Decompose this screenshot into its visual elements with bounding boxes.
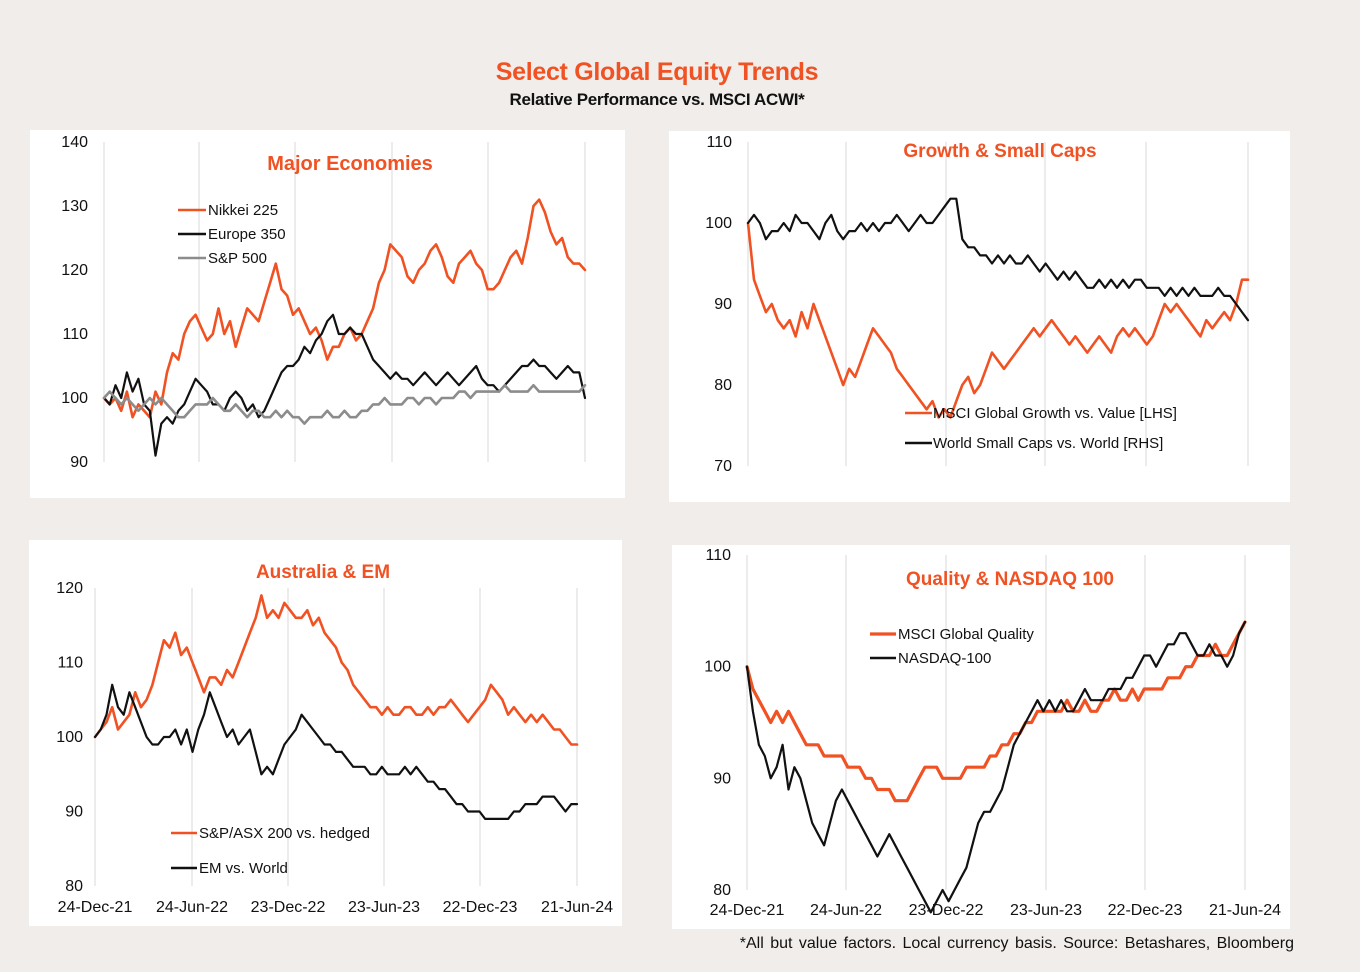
x-tick-label: 21-Jun-24 <box>541 899 613 916</box>
series-line-1 <box>745 620 1247 914</box>
y-tick-label: 110 <box>705 547 731 564</box>
y-tick-label: 80 <box>714 377 732 394</box>
y-tick-label: 110 <box>62 326 88 343</box>
series-line-0 <box>746 221 1250 419</box>
x-tick-label: 23-Dec-22 <box>251 899 326 916</box>
y-tick-label: 100 <box>704 659 731 676</box>
y-tick-label: 100 <box>705 215 732 232</box>
x-tick-label: 24-Dec-21 <box>710 902 785 919</box>
y-tick-label: 130 <box>61 198 88 215</box>
legend-label: NASDAQ-100 <box>898 650 991 667</box>
chart-australia-em: Australia & EM 120 110 100 90 80 24-Dec-21 24-… <box>56 562 613 916</box>
y-tick-label: 90 <box>70 454 88 471</box>
series-line-1 <box>93 683 579 820</box>
legend-label: S&P/ASX 200 vs. hedged <box>199 825 370 842</box>
chart-title: Select Global Equity Trends <box>495 58 819 86</box>
legend-label: EM vs. World <box>199 860 288 877</box>
chart-subtitle: Relative Performance vs. MSCI ACWI* <box>509 90 805 109</box>
series-line-2 <box>102 383 587 425</box>
x-tick-label: 21-Jun-24 <box>1209 902 1281 919</box>
legend-label: MSCI Global Growth vs. Value [LHS] <box>933 405 1177 422</box>
x-tick-label: 22-Dec-23 <box>1108 902 1183 919</box>
x-tick-label: 24-Jun-22 <box>810 902 882 919</box>
legend-label: S&P 500 <box>208 250 267 267</box>
chart-major-economies: Major Economies 140 130 120 110 100 90 Nikkei … <box>61 134 587 471</box>
legend-label: Nikkei 225 <box>208 202 278 219</box>
panel-growth-small-caps: Growth & Small Caps 110 100 90 80 70 MSCI Glo… <box>669 131 1290 502</box>
y-tick-label: 120 <box>61 262 88 279</box>
panel-title: Australia & EM <box>256 562 390 583</box>
y-tick-label: 140 <box>61 134 88 151</box>
x-tick-label: 23-Dec-22 <box>909 902 984 919</box>
y-tick-label: 110 <box>57 655 83 672</box>
panel-major-economies: Major Economies 140 130 120 110 100 90 Nikkei … <box>30 130 625 498</box>
panel-title: Quality & NASDAQ 100 <box>906 569 1114 590</box>
y-tick-label: 100 <box>61 390 88 407</box>
panel-title: Major Economies <box>267 153 433 175</box>
legend-label: MSCI Global Quality <box>898 626 1034 643</box>
y-tick-label: 80 <box>65 878 83 895</box>
legend-label: Europe 350 <box>208 226 286 243</box>
x-tick-label: 24-Dec-21 <box>58 899 133 916</box>
y-tick-label: 90 <box>65 804 83 821</box>
y-tick-label: 120 <box>56 580 83 597</box>
y-tick-label: 80 <box>713 882 731 899</box>
series-line-0 <box>102 198 587 419</box>
footnote: *All but value factors. Local currency b… <box>739 935 1294 952</box>
y-tick-label: 110 <box>706 134 732 151</box>
series-line-0 <box>93 594 579 746</box>
chart-quality-nasdaq: Quality & NASDAQ 100 110 100 90 80 24-Dec-21… <box>704 547 1281 919</box>
series-line-0 <box>745 620 1247 803</box>
series-line-1 <box>746 197 1250 322</box>
x-tick-label: 22-Dec-23 <box>443 899 518 916</box>
y-tick-label: 70 <box>714 458 732 475</box>
panel-quality-nasdaq: Quality & NASDAQ 100 110 100 90 80 24-Dec-21… <box>672 545 1290 929</box>
x-tick-label: 23-Jun-23 <box>1010 902 1082 919</box>
x-tick-label: 24-Jun-22 <box>156 899 228 916</box>
panel-australia-em: Australia & EM 120 110 100 90 80 24-Dec-21 24-… <box>29 540 622 926</box>
y-tick-label: 90 <box>714 296 732 313</box>
chart-growth-small-caps: Growth & Small Caps 110 100 90 80 70 MSCI Glo… <box>705 134 1250 475</box>
panel-title: Growth & Small Caps <box>903 141 1096 162</box>
y-tick-label: 100 <box>56 729 83 746</box>
y-tick-label: 90 <box>713 770 731 787</box>
legend-label: World Small Caps vs. World [RHS] <box>933 435 1163 452</box>
x-tick-label: 23-Jun-23 <box>348 899 420 916</box>
